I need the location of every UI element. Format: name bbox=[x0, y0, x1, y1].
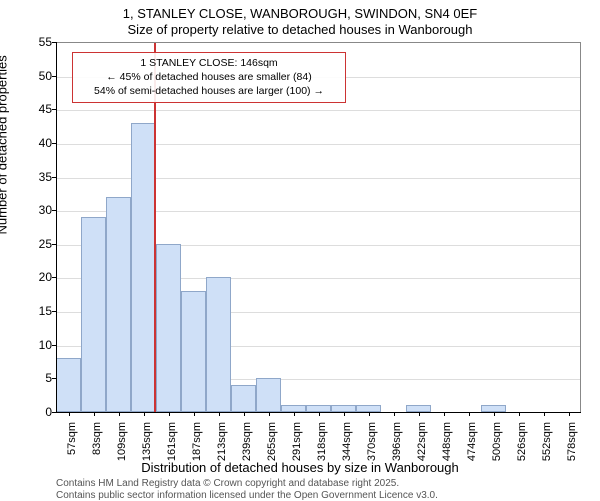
histogram-bar bbox=[281, 405, 306, 412]
histogram-bar bbox=[156, 244, 181, 412]
y-tick-label: 10 bbox=[22, 338, 52, 352]
y-tick-label: 40 bbox=[22, 136, 52, 150]
y-tick-mark bbox=[52, 210, 56, 211]
x-tick-mark bbox=[319, 412, 320, 416]
y-tick-label: 35 bbox=[22, 170, 52, 184]
footnote-1: Contains HM Land Registry data © Crown c… bbox=[56, 478, 399, 489]
chart-title: 1, STANLEY CLOSE, WANBOROUGH, SWINDON, S… bbox=[0, 6, 600, 21]
y-tick-mark bbox=[52, 109, 56, 110]
y-tick-label: 55 bbox=[22, 35, 52, 49]
x-tick-mark bbox=[419, 412, 420, 416]
histogram-bar bbox=[181, 291, 206, 412]
x-tick-mark bbox=[94, 412, 95, 416]
y-tick-mark bbox=[52, 42, 56, 43]
histogram-bar bbox=[131, 123, 156, 412]
x-tick-mark bbox=[219, 412, 220, 416]
grid-line bbox=[56, 110, 580, 111]
y-axis-line bbox=[56, 42, 57, 412]
x-tick-mark bbox=[519, 412, 520, 416]
x-tick-mark bbox=[569, 412, 570, 416]
histogram-bar bbox=[206, 277, 231, 412]
y-tick-mark bbox=[52, 76, 56, 77]
x-tick-mark bbox=[69, 412, 70, 416]
y-tick-label: 20 bbox=[22, 270, 52, 284]
x-tick-mark bbox=[169, 412, 170, 416]
x-tick-mark bbox=[244, 412, 245, 416]
y-tick-label: 45 bbox=[22, 102, 52, 116]
histogram-bar bbox=[81, 217, 106, 412]
x-tick-mark bbox=[444, 412, 445, 416]
y-tick-mark bbox=[52, 244, 56, 245]
histogram-bar bbox=[331, 405, 356, 412]
x-tick-mark bbox=[144, 412, 145, 416]
x-axis-label: Distribution of detached houses by size … bbox=[0, 460, 600, 475]
y-tick-mark bbox=[52, 345, 56, 346]
histogram-bar bbox=[231, 385, 256, 412]
y-tick-label: 30 bbox=[22, 203, 52, 217]
histogram-bar bbox=[306, 405, 331, 412]
y-tick-mark bbox=[52, 177, 56, 178]
x-tick-mark bbox=[394, 412, 395, 416]
y-tick-label: 15 bbox=[22, 304, 52, 318]
annotation-line-1: 1 STANLEY CLOSE: 146sqm bbox=[79, 56, 339, 70]
chart-container: 1, STANLEY CLOSE, WANBOROUGH, SWINDON, S… bbox=[0, 0, 600, 500]
x-tick-mark bbox=[469, 412, 470, 416]
x-tick-mark bbox=[494, 412, 495, 416]
chart-subtitle: Size of property relative to detached ho… bbox=[0, 22, 600, 37]
y-axis-label: Number of detached properties bbox=[0, 55, 10, 234]
footnote-2: Contains public sector information licen… bbox=[56, 490, 438, 501]
y-tick-label: 5 bbox=[22, 371, 52, 385]
x-tick-mark bbox=[194, 412, 195, 416]
x-tick-mark bbox=[294, 412, 295, 416]
x-tick-mark bbox=[119, 412, 120, 416]
y-tick-label: 25 bbox=[22, 237, 52, 251]
y-tick-mark bbox=[52, 412, 56, 413]
y-tick-mark bbox=[52, 378, 56, 379]
y-tick-mark bbox=[52, 311, 56, 312]
y-tick-mark bbox=[52, 277, 56, 278]
x-tick-mark bbox=[544, 412, 545, 416]
annotation-line-3: 54% of semi-detached houses are larger (… bbox=[79, 84, 339, 98]
x-tick-mark bbox=[344, 412, 345, 416]
histogram-bar bbox=[481, 405, 506, 412]
y-tick-label: 50 bbox=[22, 69, 52, 83]
x-tick-mark bbox=[369, 412, 370, 416]
y-tick-label: 0 bbox=[22, 405, 52, 419]
histogram-bar bbox=[56, 358, 81, 412]
y-tick-mark bbox=[52, 143, 56, 144]
histogram-bar bbox=[356, 405, 381, 412]
annotation-line-2: ← 45% of detached houses are smaller (84… bbox=[79, 70, 339, 84]
histogram-bar bbox=[406, 405, 431, 412]
histogram-bar bbox=[256, 378, 281, 412]
histogram-bar bbox=[106, 197, 131, 412]
x-tick-mark bbox=[269, 412, 270, 416]
annotation-box: 1 STANLEY CLOSE: 146sqm ← 45% of detache… bbox=[72, 52, 346, 103]
